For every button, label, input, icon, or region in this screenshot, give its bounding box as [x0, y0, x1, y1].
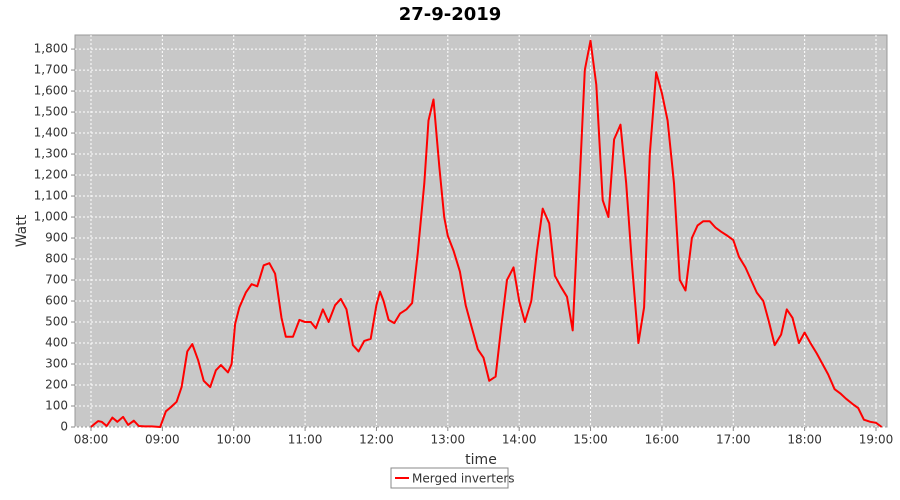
chart-title: 27-9-2019	[399, 4, 502, 25]
y-axis-label: Watt	[14, 214, 30, 247]
y-tick-label: 1,600	[34, 84, 68, 98]
y-tick-label: 1,400	[34, 126, 68, 140]
x-tick-label: 12:00	[359, 433, 394, 447]
x-axis-label: time	[465, 452, 497, 468]
y-tick-label: 1,100	[34, 189, 68, 203]
x-tick-label: 18:00	[787, 433, 822, 447]
y-tick-label: 300	[45, 357, 68, 371]
y-tick-label: 900	[45, 231, 68, 245]
y-tick-label: 1,700	[34, 63, 68, 77]
x-tick-label: 14:00	[502, 433, 537, 447]
y-tick-label: 1,800	[34, 42, 68, 56]
y-tick-label: 800	[45, 252, 68, 266]
x-tick-label: 19:00	[859, 433, 894, 447]
x-tick-label: 11:00	[288, 433, 323, 447]
legend-label: Merged inverters	[412, 472, 515, 486]
y-tick-label: 500	[45, 315, 68, 329]
y-tick-label: 1,300	[34, 147, 68, 161]
y-tick-label: 200	[45, 378, 68, 392]
x-tick-label: 17:00	[716, 433, 751, 447]
x-tick-label: 13:00	[431, 433, 466, 447]
y-tick-label: 1,200	[34, 168, 68, 182]
y-tick-label: 1,000	[34, 210, 68, 224]
x-tick-label: 16:00	[645, 433, 680, 447]
y-tick-label: 600	[45, 294, 68, 308]
y-tick-label: 100	[45, 399, 68, 413]
x-tick-label: 08:00	[74, 433, 109, 447]
y-tick-label: 700	[45, 273, 68, 287]
data-line	[90, 39, 883, 428]
plot-area	[74, 34, 888, 428]
x-tick-label: 10:00	[216, 433, 251, 447]
legend-box	[390, 467, 509, 489]
y-tick-label: 1,500	[34, 105, 68, 119]
y-tick-label: 400	[45, 336, 68, 350]
x-tick-label: 15:00	[573, 433, 608, 447]
y-tick-label: 0	[60, 420, 68, 434]
x-tick-label: 09:00	[145, 433, 180, 447]
